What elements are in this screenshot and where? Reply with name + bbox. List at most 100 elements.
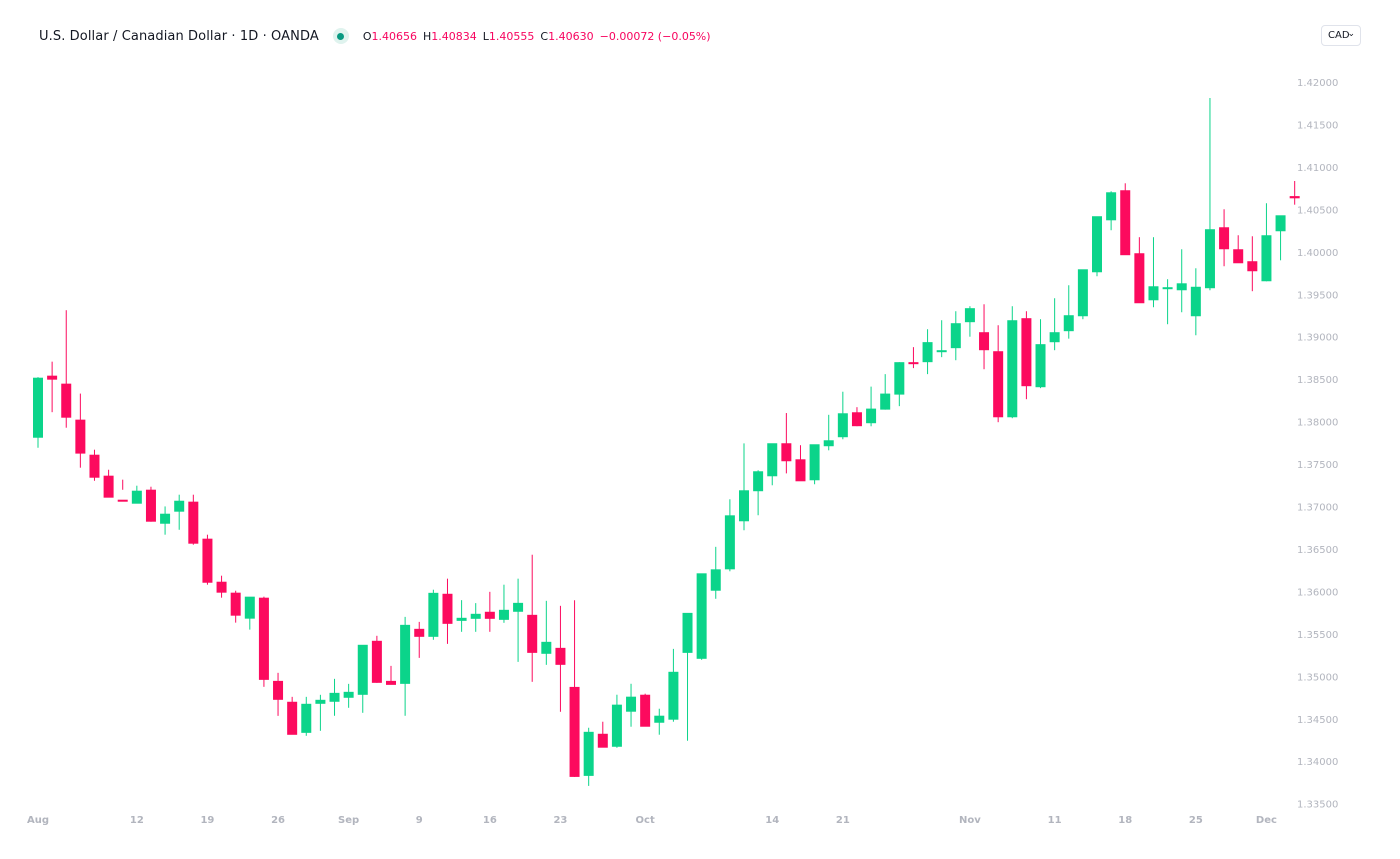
candle-up[interactable] [400, 624, 411, 684]
candle-up[interactable] [428, 592, 439, 637]
candle-down[interactable] [202, 538, 213, 583]
candle-down[interactable] [597, 733, 608, 748]
candle-down[interactable] [117, 499, 128, 502]
candle-down[interactable] [258, 597, 269, 680]
candle-down[interactable] [851, 412, 862, 427]
candle-up[interactable] [682, 612, 693, 653]
candle-up[interactable] [541, 641, 552, 654]
candle-down[interactable] [47, 375, 58, 380]
candle-up[interactable] [880, 393, 891, 410]
candle-up[interactable] [710, 569, 721, 591]
candle-up[interactable] [950, 323, 961, 349]
candle-down[interactable] [1219, 227, 1230, 250]
candle-down[interactable] [908, 362, 919, 365]
candle-up[interactable] [1261, 235, 1272, 282]
candle-down[interactable] [230, 592, 241, 616]
time-axis-label: Sep [338, 815, 359, 826]
symbol-title[interactable]: U.S. Dollar / Canadian Dollar · 1D · OAN… [39, 28, 319, 44]
candle-down[interactable] [1289, 196, 1300, 199]
candle-up[interactable] [498, 609, 509, 620]
price-axis-label: 1.34500 [1297, 715, 1338, 726]
candle-down[interactable] [414, 628, 425, 637]
candle-up[interactable] [724, 515, 735, 570]
candle-up[interactable] [1275, 215, 1286, 232]
candle-up[interactable] [823, 440, 834, 447]
candle-up[interactable] [866, 408, 877, 424]
candle-down[interactable] [1233, 249, 1244, 264]
candle-up[interactable] [456, 617, 467, 621]
candle-up[interactable] [668, 671, 679, 720]
candle-down[interactable] [442, 593, 453, 624]
candle-up[interactable] [626, 696, 637, 712]
candle-down[interactable] [371, 640, 382, 683]
candle-up[interactable] [1162, 287, 1173, 290]
time-axis-label: Dec [1256, 815, 1277, 826]
candle-down[interactable] [188, 501, 199, 544]
candle-down[interactable] [75, 419, 86, 454]
candle-down[interactable] [993, 351, 1004, 418]
candle-down[interactable] [89, 454, 100, 478]
candle-up[interactable] [1204, 229, 1215, 289]
candle-down[interactable] [273, 680, 284, 700]
time-axis-label: 23 [553, 815, 567, 826]
candle-down[interactable] [1120, 190, 1131, 256]
candle-up[interactable] [1176, 283, 1187, 291]
candle-up[interactable] [131, 490, 142, 504]
candle-up[interactable] [654, 715, 665, 723]
candle-up[interactable] [1063, 315, 1074, 332]
candle-down[interactable] [1247, 261, 1258, 272]
candle-down[interactable] [781, 443, 792, 462]
candle-down[interactable] [61, 383, 72, 418]
candle-down[interactable] [1021, 318, 1032, 387]
candle-down[interactable] [640, 694, 651, 727]
market-status-icon[interactable] [332, 28, 349, 44]
candle-down[interactable] [386, 680, 396, 685]
candle-up[interactable] [1035, 344, 1046, 388]
candle-down[interactable] [1134, 253, 1145, 304]
candle-up[interactable] [33, 377, 43, 438]
candle-up[interactable] [767, 443, 778, 477]
candle-down[interactable] [216, 581, 227, 593]
candle-up[interactable] [470, 613, 481, 619]
candle-up[interactable] [809, 444, 820, 481]
candle-up[interactable] [611, 704, 622, 747]
candle-up[interactable] [343, 691, 354, 698]
candle-up[interactable] [696, 573, 707, 659]
candle-up[interactable] [894, 362, 905, 395]
candle-up[interactable] [244, 596, 255, 619]
candle-down[interactable] [569, 686, 580, 777]
candle-up[interactable] [837, 413, 848, 438]
candle-down[interactable] [287, 701, 298, 735]
candle-up[interactable] [1190, 286, 1201, 317]
candle-up[interactable] [315, 699, 326, 704]
open-label: O [362, 29, 372, 43]
candle-up[interactable] [1007, 320, 1018, 418]
candle-down[interactable] [527, 614, 538, 653]
candle-up[interactable] [1049, 332, 1060, 343]
candle-up[interactable] [301, 703, 312, 733]
candle-up[interactable] [922, 342, 933, 363]
candle-up[interactable] [329, 692, 340, 702]
currency-selector[interactable]: CAD ⌄ [1321, 25, 1361, 46]
candle-up[interactable] [357, 644, 368, 695]
candle-up[interactable] [964, 308, 975, 323]
candle-up[interactable] [160, 513, 171, 524]
candle-up[interactable] [1077, 269, 1088, 317]
price-axis-label: 1.35500 [1297, 630, 1338, 641]
candle-down[interactable] [145, 489, 156, 522]
candle-down[interactable] [555, 647, 566, 665]
candle-down[interactable] [795, 459, 806, 482]
candle-up[interactable] [739, 490, 749, 522]
candle-up[interactable] [1092, 216, 1102, 273]
candle-down[interactable] [484, 611, 495, 619]
candle-down[interactable] [103, 475, 114, 498]
candle-down[interactable] [979, 332, 990, 351]
candle-up[interactable] [513, 602, 524, 612]
candle-up[interactable] [1106, 192, 1117, 221]
candle-up[interactable] [174, 500, 185, 512]
candle-up[interactable] [1148, 286, 1159, 301]
candle-up[interactable] [583, 731, 594, 776]
candle-up[interactable] [753, 471, 764, 492]
candle-up[interactable] [936, 350, 947, 353]
